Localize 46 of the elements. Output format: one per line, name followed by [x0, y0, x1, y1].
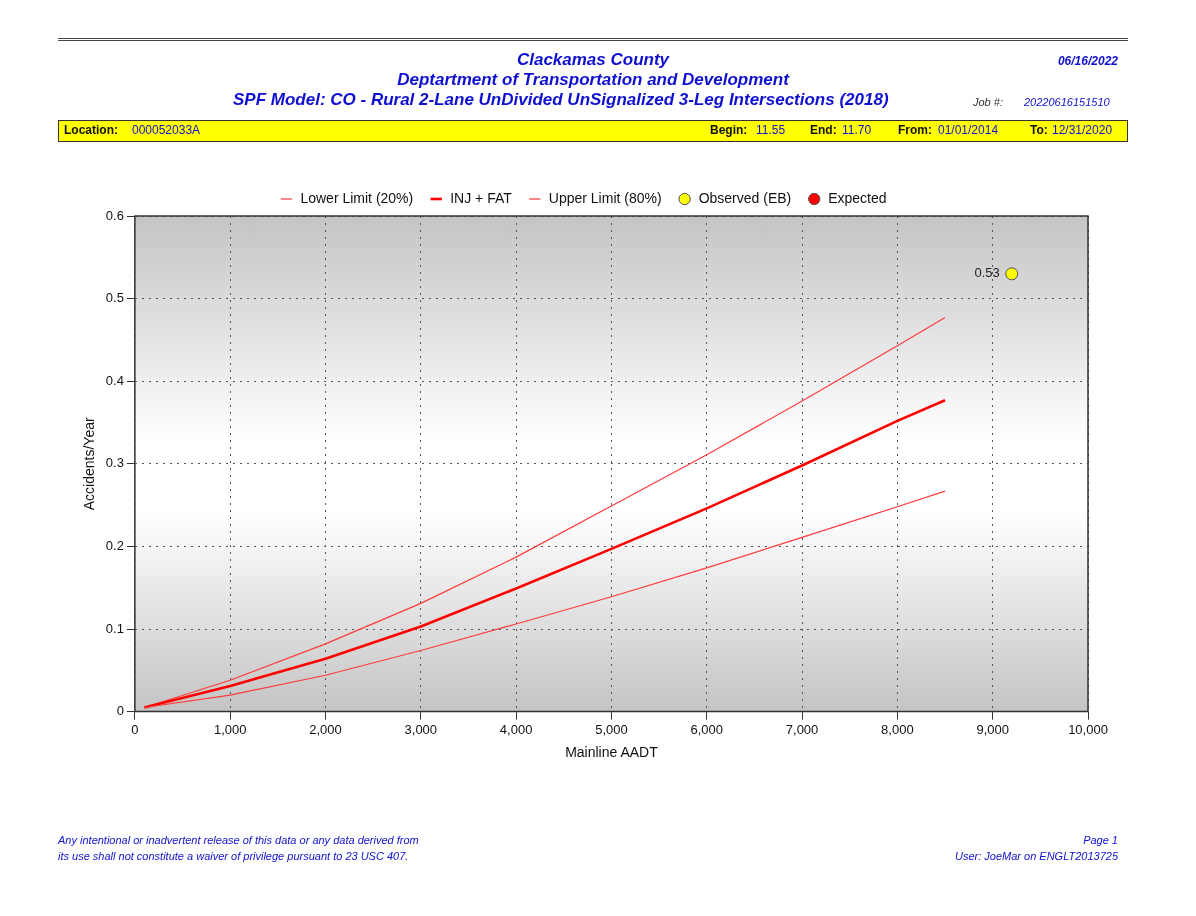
chart-subtitle: Deptartment of Transportation and Development	[396, 70, 791, 90]
x-tick-label: 7,000	[785, 721, 819, 737]
x-axis-title: Mainline AADT	[565, 744, 659, 761]
y-axis-title: Accidents/Year	[81, 417, 98, 511]
y-tick-label: 0.5	[105, 290, 124, 306]
x-tick-label: 0	[131, 721, 139, 737]
text: 20220616151510	[1024, 96, 1110, 108]
y-tick-label: 0.3	[105, 455, 124, 471]
x-tick-label: 10,000	[1068, 721, 1108, 737]
x-tick-label: 6,000	[690, 721, 724, 737]
y-tick-label: 0.2	[105, 537, 124, 553]
text: 01/01/2014	[938, 123, 999, 137]
text: 11.55	[756, 123, 786, 137]
x-tick-label: 8,000	[881, 721, 914, 737]
legend-label: Lower Limit (20%)	[300, 189, 414, 206]
text: Location:	[64, 123, 118, 137]
text: From:	[898, 123, 932, 137]
x-tick-label: 9,000	[976, 721, 1009, 737]
x-tick-label: 1,000	[213, 721, 247, 737]
y-tick-label: 0.4	[105, 372, 124, 388]
text: End:	[810, 123, 837, 137]
text: 11.70	[842, 123, 872, 137]
text: Job #:	[973, 96, 1003, 108]
text: 06/16/2022	[1057, 54, 1118, 68]
text: its use shall not constitute a waiver of privilege pursuant to 23 USC 407.	[58, 850, 409, 862]
chart-title: Clackamas County	[515, 50, 671, 70]
text: To:	[1030, 123, 1048, 137]
x-tick-label: 5,000	[595, 721, 628, 737]
legend-label: Expected	[828, 189, 887, 206]
y-tick-label: 0.1	[105, 620, 124, 636]
x-tick-label: 3,000	[404, 721, 438, 737]
text: 12/31/2020	[1052, 123, 1113, 137]
text: Page 1	[1083, 834, 1118, 846]
text: SPF Model: CO - Rural 2-Lane UnDivided UnSignalized 3-Leg Intersections (2018)	[233, 90, 889, 110]
x-tick-label: 2,000	[309, 721, 342, 737]
legend-label: INJ + FAT	[450, 189, 513, 206]
y-tick-label: 0.6	[105, 207, 124, 223]
legend-label: Observed (EB)	[698, 189, 792, 206]
legend-label: Upper Limit (80%)	[548, 189, 662, 206]
x-tick-label: 4,000	[499, 721, 533, 737]
text: User: JoeMar on ENGLT2013725	[954, 850, 1118, 862]
y-tick-label: 0	[116, 703, 124, 719]
data-label: 0.53	[974, 265, 1000, 281]
text: 000052033A	[132, 123, 201, 137]
text: Any intentional or inadvertent release of this data or any data derived from	[58, 834, 419, 846]
text: Begin:	[710, 123, 748, 137]
